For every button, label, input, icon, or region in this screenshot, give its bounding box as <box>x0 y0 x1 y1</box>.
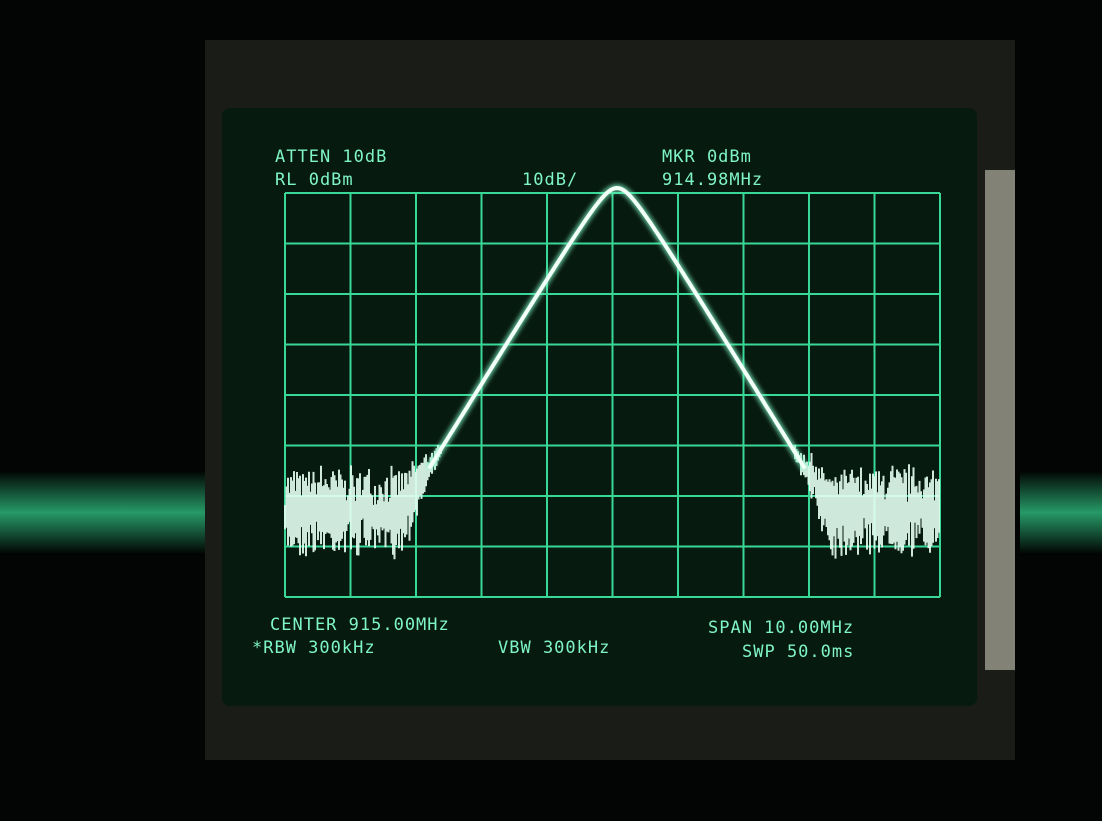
marker: MKR 0dBm <box>662 147 752 167</box>
side-glow <box>0 470 230 555</box>
span: SPAN 10.00MHz <box>708 618 854 638</box>
scale: 10dB/ <box>522 170 578 190</box>
side-glow <box>1020 470 1102 555</box>
center: CENTER 915.00MHz <box>270 615 450 635</box>
trace-line <box>427 185 807 470</box>
marker-freq: 914.98MHz <box>662 170 763 190</box>
side-strip <box>985 170 1015 670</box>
vbw: VBW 300kHz <box>498 638 610 658</box>
rbw: *RBW 300kHz <box>252 638 376 658</box>
atten: ATTEN 10dB <box>275 147 387 167</box>
sweep: SWP 50.0ms <box>742 642 854 662</box>
screen <box>222 108 977 706</box>
trace <box>284 183 940 560</box>
ref-level: RL 0dBm <box>275 170 354 190</box>
